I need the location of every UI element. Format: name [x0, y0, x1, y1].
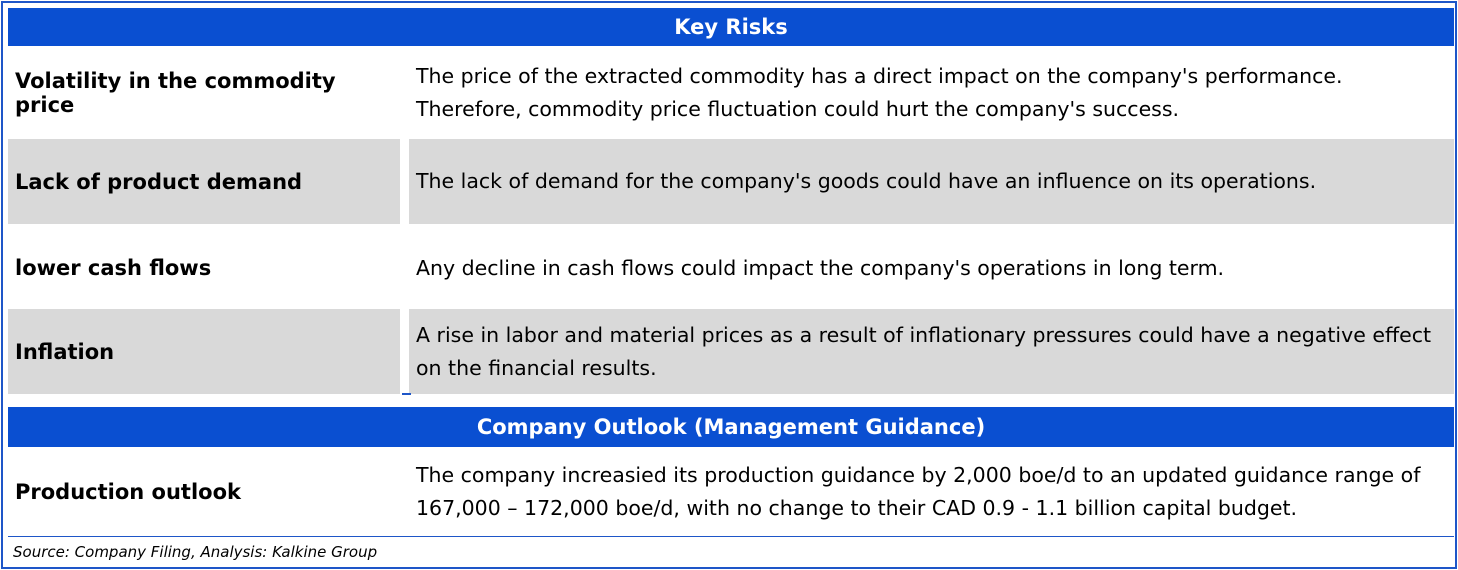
risk-row: Volatility in the commodity price The pr… — [8, 52, 1454, 134]
risk-description: A rise in labor and material prices as a… — [409, 309, 1454, 394]
outlook-description: The company increasied its production gu… — [416, 463, 1421, 520]
source-note: Source: Company Filing, Analysis: Kalkin… — [13, 543, 378, 561]
risk-label: Inflation — [8, 309, 400, 394]
outlook-row: Production outlook The company increasie… — [8, 451, 1454, 533]
key-risks-header: Key Risks — [8, 8, 1454, 46]
risk-label: Lack of product demand — [8, 139, 400, 224]
risk-label: lower cash flows — [15, 256, 212, 280]
outlook-header: Company Outlook (Management Guidance) — [8, 407, 1454, 447]
risk-description: The price of the extracted commodity has… — [416, 64, 1343, 121]
risk-description: The lack of demand for the company's goo… — [409, 139, 1454, 224]
risk-row: Inflation A rise in labor and material p… — [8, 309, 1454, 394]
outlook-label: Production outlook — [15, 480, 241, 504]
risk-row: lower cash flows Any decline in cash flo… — [8, 227, 1454, 309]
cell-cursor-marker — [402, 393, 411, 395]
risk-description: Any decline in cash flows could impact t… — [416, 255, 1225, 280]
risk-label: Volatility in the commodity price — [15, 69, 336, 117]
risk-row: Lack of product demand The lack of deman… — [8, 139, 1454, 224]
source-divider — [8, 536, 1454, 537]
